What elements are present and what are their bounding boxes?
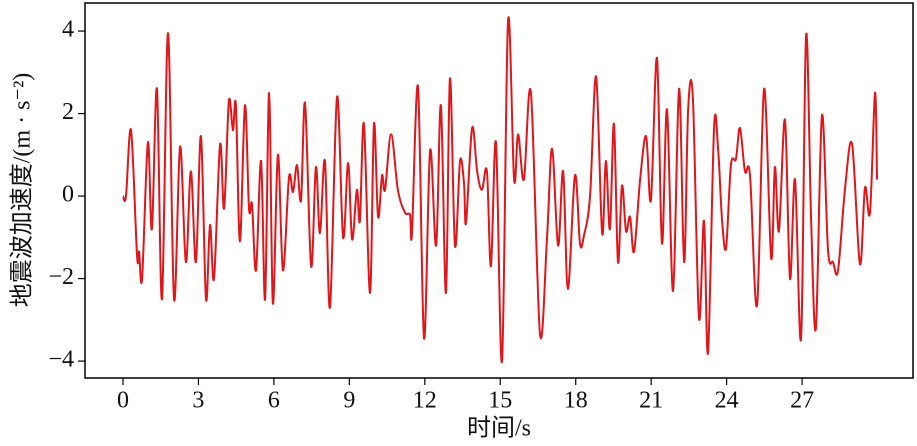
x-axis-label: 时间/s [467,415,531,442]
y-tick-label: −4 [48,347,74,373]
x-tick-label: 24 [715,388,739,414]
x-tick-label: 0 [117,388,129,414]
x-tick-label: 9 [343,388,355,414]
plot-frame [84,2,914,379]
y-tick-label: 4 [62,17,74,43]
x-tick-label: 12 [413,388,437,414]
x-tick-label: 18 [564,388,588,414]
y-axis-label: 地震波加速度/(m · s⁻²) [9,73,36,308]
x-tick-label: 3 [192,388,204,414]
x-tick-label: 6 [268,388,280,414]
x-tick-label: 15 [488,388,512,414]
data-line [121,16,879,364]
y-tick-label: −2 [48,264,74,290]
y-tick-label: 2 [62,99,74,125]
x-tick-label: 21 [639,388,663,414]
x-tick-label: 27 [790,388,814,414]
y-tick-label: 0 [62,182,74,208]
